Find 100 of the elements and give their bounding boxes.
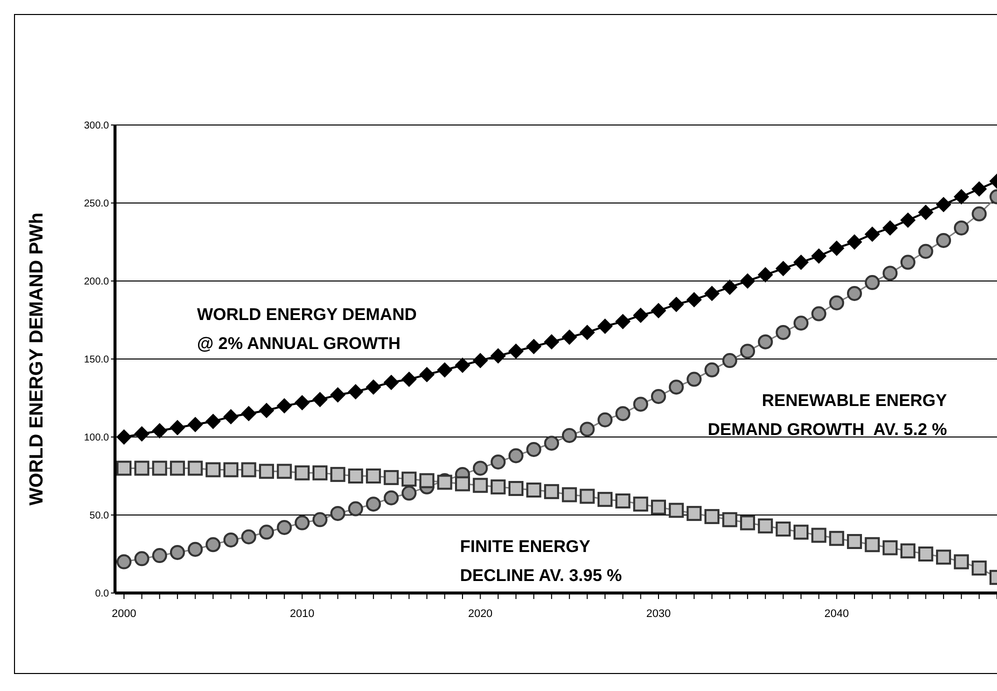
point [366, 496, 381, 512]
point [776, 522, 791, 537]
point [312, 465, 328, 480]
point [402, 372, 417, 387]
point [900, 543, 916, 558]
point [722, 353, 738, 368]
point [366, 380, 381, 395]
point [615, 406, 630, 422]
y-tick-label: 250.0 [84, 198, 110, 210]
point [633, 308, 648, 323]
point [544, 334, 560, 350]
point [206, 537, 221, 552]
point [776, 261, 791, 276]
point [188, 542, 203, 557]
point [686, 372, 702, 387]
point [972, 206, 987, 222]
point [704, 509, 720, 524]
y-tick-label: 0.0 [95, 588, 110, 600]
point [722, 280, 738, 295]
point [472, 478, 488, 493]
point [508, 448, 524, 464]
point [580, 488, 595, 504]
point [598, 492, 613, 507]
point [864, 537, 880, 552]
point [384, 470, 399, 486]
point [223, 532, 238, 548]
point [116, 460, 132, 476]
point [668, 296, 684, 312]
point [170, 460, 185, 476]
point [954, 189, 969, 204]
point [241, 406, 256, 422]
point [259, 402, 274, 418]
y-axis-title: WORLD ENERGY DEMAND PWh [26, 212, 48, 506]
point [633, 396, 648, 412]
x-tick-label: 2020 [468, 608, 493, 620]
y-tick-label: 50.0 [90, 510, 110, 522]
point [276, 520, 292, 535]
point [170, 420, 185, 436]
y-tick-label: 150.0 [84, 354, 110, 366]
point [472, 460, 488, 476]
point [650, 303, 666, 318]
point [972, 181, 987, 196]
point [954, 220, 969, 236]
point [206, 462, 221, 478]
point [259, 464, 274, 479]
point [846, 534, 862, 550]
point [704, 362, 720, 378]
point [740, 344, 756, 359]
point [152, 423, 168, 438]
point [900, 254, 916, 270]
point [312, 512, 328, 528]
annotation: RENEWABLE ENERGY DEMAND GROWTH AV. 5.2 % [708, 390, 947, 441]
point [508, 344, 524, 359]
point [686, 292, 702, 308]
point [882, 540, 898, 556]
point [294, 465, 310, 480]
point [170, 544, 185, 560]
point [206, 414, 221, 429]
point [615, 493, 630, 508]
point [794, 316, 809, 331]
point [366, 468, 381, 484]
point [526, 482, 542, 498]
point [811, 306, 826, 322]
annotation: FINITE ENERGY DECLINE AV. 3.95 % [460, 536, 622, 587]
x-tick-label: 2000 [112, 608, 136, 620]
point [490, 348, 506, 364]
point [829, 295, 844, 310]
point [134, 551, 150, 566]
point [330, 506, 346, 521]
point [384, 490, 399, 506]
point [936, 197, 952, 212]
y-tick-label: 100.0 [84, 432, 110, 444]
point [811, 528, 826, 543]
point [882, 220, 898, 236]
point [846, 234, 862, 250]
point [276, 464, 292, 479]
point [829, 530, 844, 546]
point [508, 480, 524, 496]
point [330, 387, 346, 402]
point [794, 254, 809, 270]
y-tick-label: 200.0 [84, 276, 110, 288]
point [402, 486, 417, 501]
point [526, 339, 542, 354]
point [829, 240, 844, 256]
point [188, 460, 203, 476]
x-tick-label: 2030 [646, 608, 671, 620]
point [776, 324, 791, 340]
point [615, 314, 630, 330]
point [419, 367, 434, 382]
y-tick-label: 300.0 [84, 120, 110, 132]
x-tick-label: 2040 [824, 608, 849, 620]
point [864, 226, 880, 242]
point [294, 395, 310, 410]
point [437, 362, 452, 378]
point [722, 512, 738, 528]
point [134, 460, 150, 476]
point [758, 334, 773, 350]
point [794, 524, 809, 540]
point [544, 484, 560, 500]
point [455, 476, 470, 492]
